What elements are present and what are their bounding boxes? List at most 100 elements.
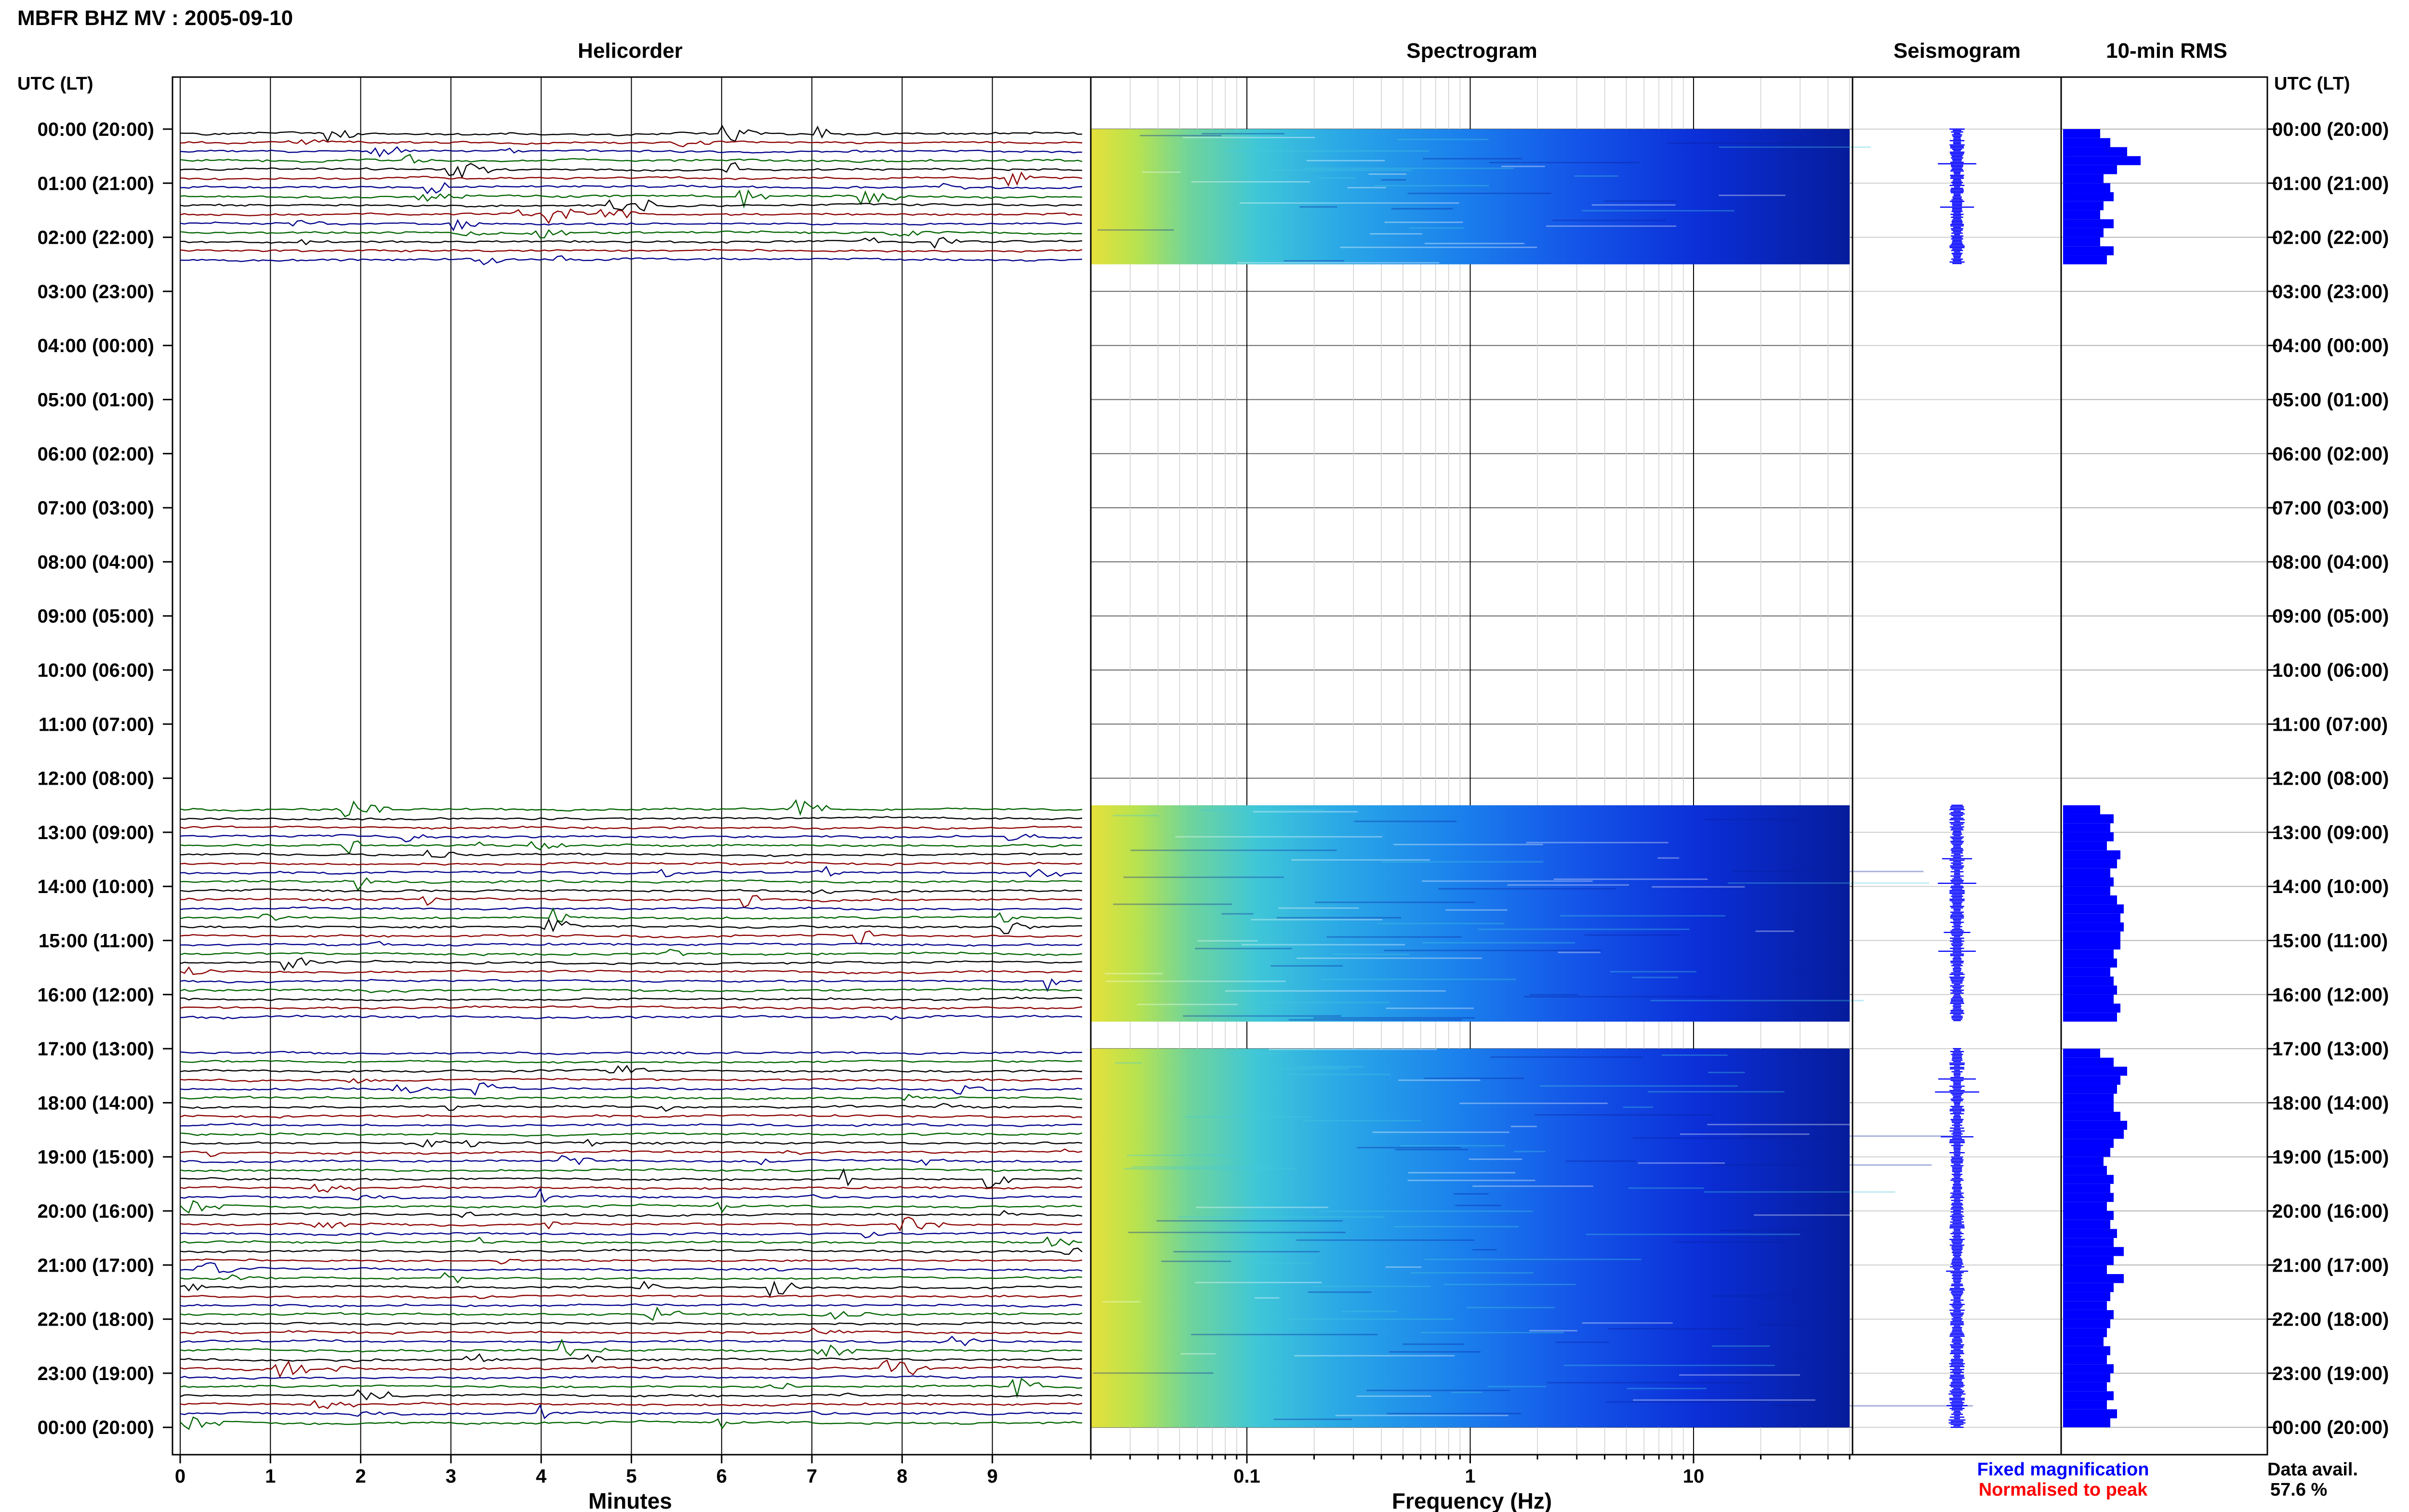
- spectrogram-streak: [1574, 175, 1618, 177]
- rms-bar: [2063, 976, 2114, 986]
- rms-bar: [2063, 255, 2107, 264]
- spectrogram-streak: [1182, 137, 1315, 138]
- spectrogram-streak: [1195, 1282, 1322, 1284]
- spectrogram-streak: [1374, 185, 1489, 186]
- row-time-label: 21:00 (17:00): [2272, 1255, 2389, 1276]
- spectrogram-streak: [1284, 260, 1345, 262]
- helicorder-trace: [180, 1183, 1083, 1193]
- rms-bar: [2063, 1066, 2127, 1076]
- frequency-tick-label: 0.1: [1233, 1466, 1260, 1487]
- legend-normalised-to-peak: Normalised to peak: [1979, 1480, 2148, 1500]
- helicorder-trace: [180, 208, 1083, 224]
- spectrogram-streak: [1294, 1355, 1455, 1357]
- spectrogram-streak: [1195, 947, 1292, 949]
- spectrogram-streak: [1225, 990, 1446, 992]
- spectrogram-streak: [1387, 1413, 1521, 1415]
- helicorder-trace: [180, 1132, 1083, 1137]
- rms-bar: [2063, 1211, 2114, 1220]
- spectrogram-streak: [1563, 1365, 1775, 1367]
- helicorder-trace: [180, 1280, 1083, 1298]
- spectrogram-streak: [1340, 247, 1537, 248]
- helicorder-trace: [180, 1404, 1083, 1420]
- spectrogram-streak: [1370, 233, 1423, 235]
- row-time-label: 04:00 (00:00): [38, 335, 154, 356]
- row-time-label: 18:00 (14:00): [2272, 1092, 2389, 1114]
- legend-fixed-magnification: Fixed magnification: [1977, 1459, 2149, 1480]
- minute-tick-label: 1: [265, 1466, 276, 1487]
- spectrogram-streak: [1318, 1210, 1533, 1212]
- spectrogram-streak: [1308, 1291, 1372, 1293]
- helicorder-trace: [180, 907, 1083, 923]
- spectrogram-streak: [1393, 843, 1543, 845]
- spectrogram-streak: [1607, 1328, 1743, 1330]
- spectrogram-streak: [1558, 951, 1601, 953]
- rms-bar: [2063, 1301, 2107, 1310]
- rms-bar: [2063, 986, 2117, 995]
- data-availability-value: 57.6 %: [2270, 1480, 2327, 1500]
- spectrogram-streak: [1386, 1007, 1474, 1009]
- spectrogram-streak: [1708, 1072, 1745, 1074]
- spectrogram-streak: [1115, 1062, 1142, 1064]
- helicorder-trace: [180, 957, 1083, 972]
- spectrogram-streak: [1510, 1126, 1537, 1128]
- spectrogram-streak: [1271, 965, 1343, 967]
- helicorder-trace: [180, 1416, 1083, 1430]
- rms-bar: [2063, 1120, 2127, 1130]
- helicorder-trace: [180, 1078, 1082, 1084]
- spectrogram-block: [1091, 129, 1850, 264]
- rms-bar: [2063, 877, 2114, 887]
- row-time-label: 16:00 (12:00): [2272, 985, 2389, 1006]
- spectrogram-streak: [1552, 220, 1666, 221]
- helicorder-trace: [180, 1200, 1083, 1214]
- spectrogram-streak: [1755, 930, 1794, 932]
- rms-bar: [2063, 1346, 2110, 1355]
- spectrogram-streak: [1530, 994, 1578, 996]
- spectrogram-streak: [1740, 1135, 1954, 1137]
- spectrogram-streak: [1313, 1017, 1475, 1019]
- helicorder-trace: [180, 1262, 1083, 1273]
- helicorder-trace: [180, 825, 1083, 830]
- spectrogram-streak: [1137, 1003, 1238, 1005]
- helicorder-trace: [180, 861, 1083, 866]
- rms-bar: [2063, 940, 2120, 950]
- spectrogram-streak: [1183, 1015, 1341, 1017]
- rms-bar: [2063, 165, 2117, 174]
- row-time-label: 19:00 (15:00): [38, 1147, 154, 1168]
- spectrogram-streak: [1195, 1207, 1328, 1209]
- left-axis-label: UTC (LT): [17, 74, 93, 94]
- rms-bar: [2063, 1049, 2100, 1058]
- rms-bar: [2063, 1355, 2107, 1365]
- spectrogram-streak: [1332, 953, 1410, 955]
- spectrogram-streak: [1628, 1187, 1704, 1189]
- helicorder-trace: [180, 249, 1083, 253]
- rms-bar: [2063, 1373, 2110, 1382]
- spectrogram-streak: [1555, 1341, 1610, 1343]
- spectrogram-streak: [1304, 168, 1514, 169]
- rms-bar: [2063, 904, 2124, 914]
- spectrogram-streak: [1102, 1301, 1141, 1303]
- spectrogram-streak: [1469, 1158, 1522, 1160]
- row-time-label: 04:00 (00:00): [2272, 335, 2389, 356]
- spectrogram-streak: [1341, 1311, 1397, 1313]
- frequency-tick-label: 1: [1465, 1466, 1475, 1487]
- helicorder-trace: [180, 966, 1083, 975]
- spectrogram-streak: [1627, 1388, 1707, 1390]
- rms-bar: [2063, 1139, 2114, 1148]
- spectrogram-streak: [1539, 1085, 1738, 1087]
- helicorder-trace: [180, 1400, 1083, 1409]
- tick-layer: 00:00 (20:00) 00:00 (20:00) 01:00 (21:00) 0…: [38, 119, 2389, 1487]
- row-time-label: 06:00 (02:00): [38, 444, 154, 465]
- row-time-label: 02:00 (22:00): [2272, 227, 2389, 249]
- spectrogram-streak: [1112, 815, 1159, 816]
- helicorder-trace: [180, 1294, 1083, 1299]
- spectrogram-streak: [1632, 976, 1679, 978]
- rms-bar: [2063, 156, 2141, 165]
- spectrogram-streak: [1553, 878, 1708, 880]
- rms-bar: [2063, 1130, 2124, 1139]
- rms-bar: [2063, 1084, 2117, 1094]
- data-availability-label: Data avail.: [2267, 1459, 2358, 1480]
- helicorder-trace: [180, 1321, 1083, 1326]
- spectrogram-streak: [1560, 915, 1726, 917]
- spectrogram-streak: [1489, 162, 1640, 163]
- spectrogram-streak: [1161, 1261, 1231, 1262]
